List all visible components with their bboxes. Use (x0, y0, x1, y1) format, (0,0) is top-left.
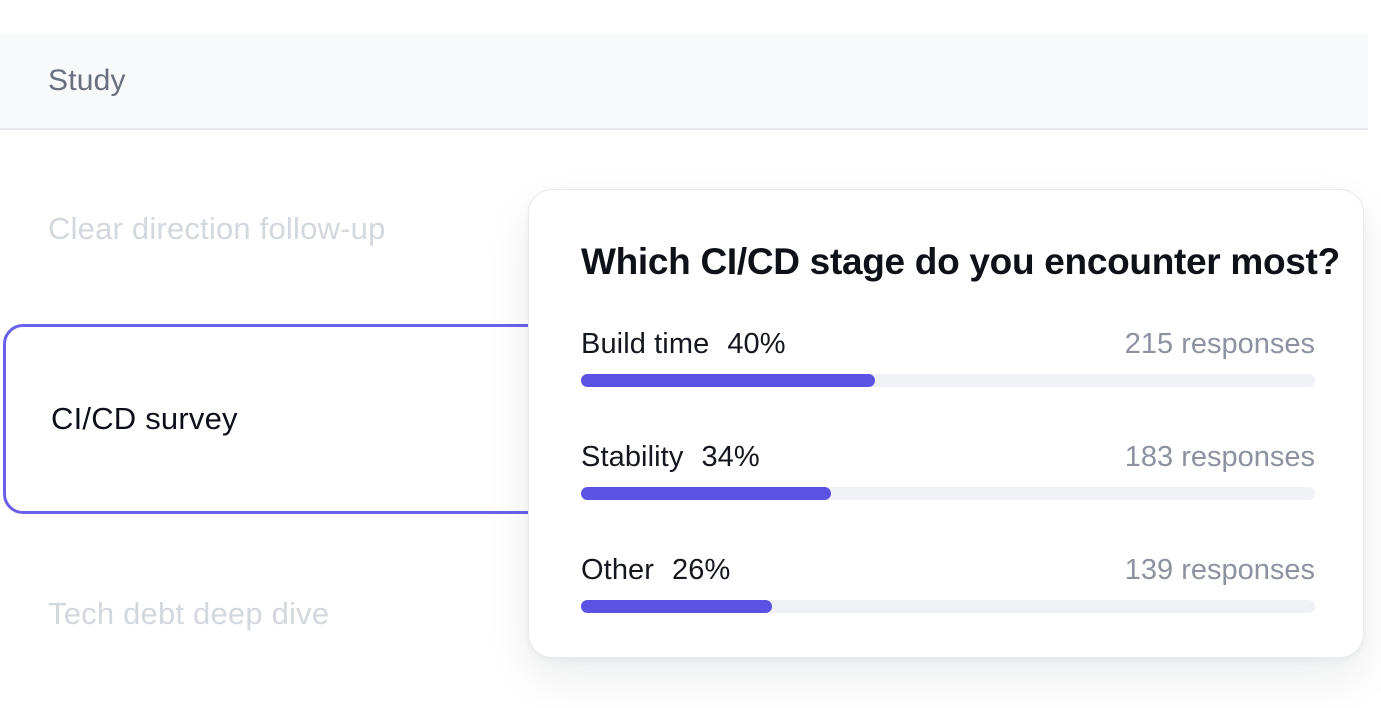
progress-fill (581, 374, 875, 387)
option-label-group: Build time 40% (581, 326, 786, 362)
header-bar: Study (0, 34, 1368, 130)
option-row-head: Stability 34% 183 responses (581, 439, 1315, 475)
option-percent: 40% (727, 328, 786, 360)
option-responses: 215 responses (1124, 328, 1315, 360)
option-responses: 139 responses (1124, 554, 1315, 586)
progress-track (581, 374, 1315, 387)
page-title: Study (48, 64, 126, 97)
progress-fill (581, 600, 772, 613)
survey-rows: Build time 40% 215 responses Stability 3… (581, 326, 1315, 613)
option-responses: 183 responses (1124, 441, 1315, 473)
progress-track (581, 487, 1315, 500)
survey-option-row: Other 26% 139 responses (581, 552, 1315, 613)
sidebar-item-tech-debt-deep-dive[interactable]: Tech debt deep dive (48, 596, 330, 631)
option-label-group: Stability 34% (581, 439, 760, 475)
option-label: Other (581, 554, 655, 586)
progress-fill (581, 487, 831, 500)
sidebar-item-label: CI/CD survey (51, 401, 238, 436)
progress-track (581, 600, 1315, 613)
survey-option-row: Build time 40% 215 responses (581, 326, 1315, 387)
sidebar-item-cicd-survey[interactable]: CI/CD survey (3, 324, 560, 514)
survey-question-title: Which CI/CD stage do you encounter most? (581, 241, 1340, 282)
survey-option-row: Stability 34% 183 responses (581, 439, 1315, 500)
sidebar-item-clear-direction-follow-up[interactable]: Clear direction follow-up (48, 211, 386, 246)
option-percent: 34% (701, 441, 760, 473)
option-label: Build time (581, 328, 710, 360)
option-label-group: Other 26% (581, 552, 730, 588)
survey-results-card: Which CI/CD stage do you encounter most?… (528, 189, 1364, 658)
option-label: Stability (581, 441, 684, 473)
option-percent: 26% (672, 554, 731, 586)
option-row-head: Build time 40% 215 responses (581, 326, 1315, 362)
option-row-head: Other 26% 139 responses (581, 552, 1315, 588)
